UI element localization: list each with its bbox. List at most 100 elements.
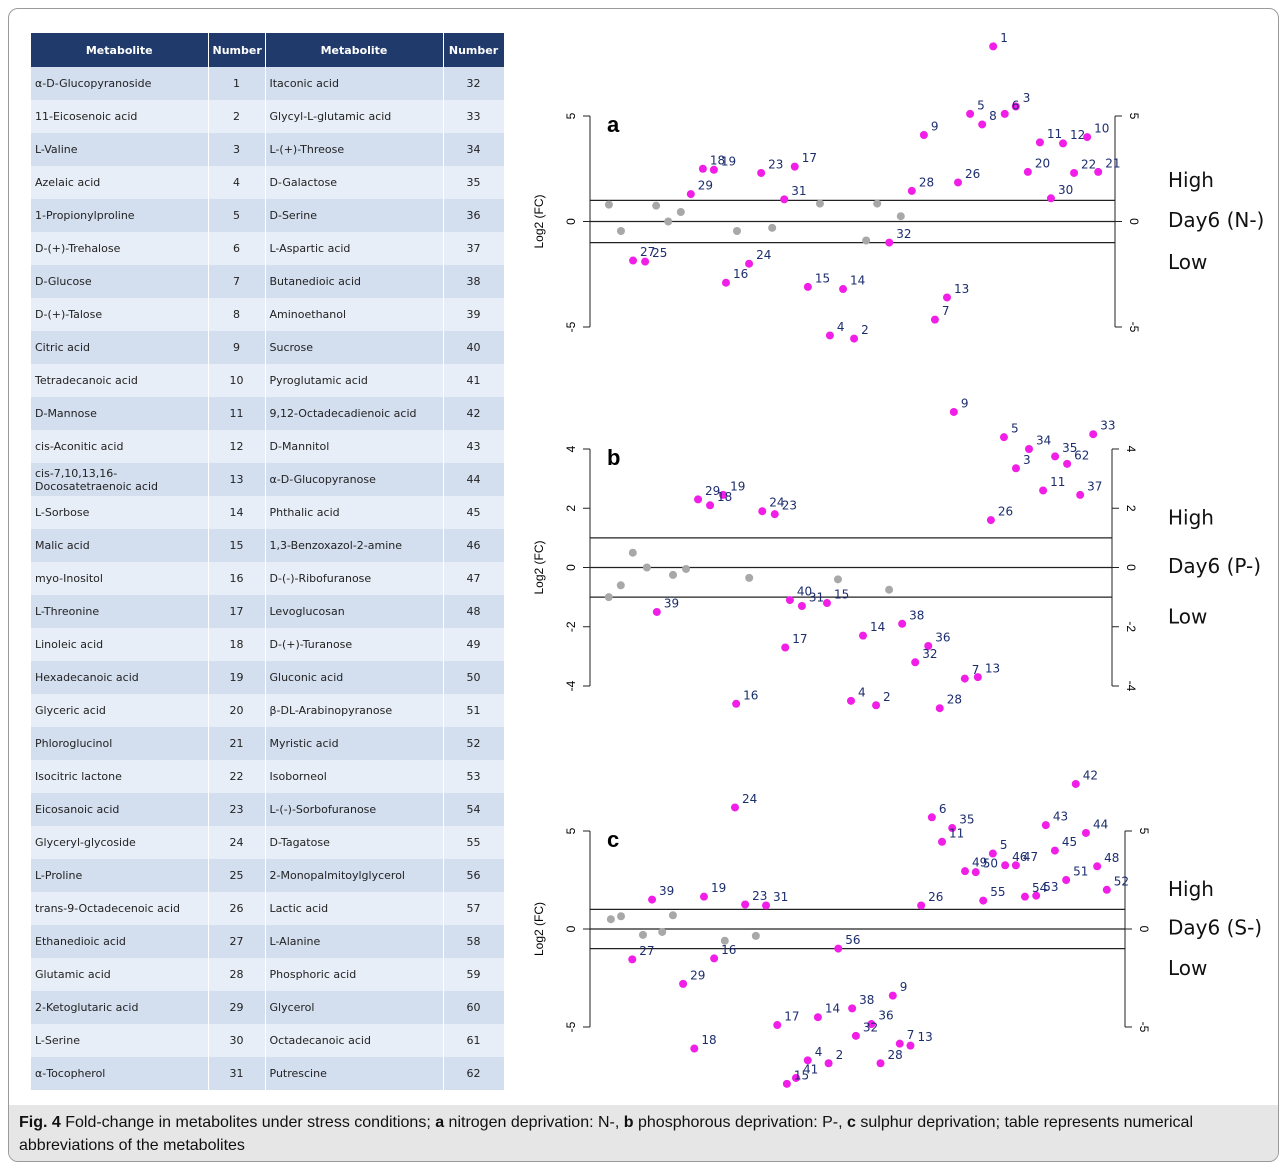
- data-point: [676, 208, 685, 217]
- metabolite-cell: L-Sorbose: [31, 496, 209, 529]
- data-point: [872, 701, 881, 710]
- metabolite-cell: Tetradecanoic acid: [31, 364, 209, 397]
- data-point: [1089, 430, 1098, 439]
- data-point: [973, 673, 982, 682]
- metabolite-cell: L-Valine: [31, 133, 209, 166]
- data-point: [758, 507, 767, 516]
- number-cell: 62: [443, 1057, 505, 1090]
- data-point: [834, 944, 843, 953]
- point-label: 24: [756, 248, 771, 262]
- header-cell: Metabolite: [265, 33, 444, 67]
- data-point: [822, 599, 831, 608]
- data-point: [873, 199, 882, 208]
- data-point: [988, 849, 997, 858]
- caption-text: a: [435, 1114, 445, 1131]
- table-row: D-(+)-Talose 8 Aminoethanol 39: [31, 298, 505, 331]
- y2-tick-label: 4: [1124, 446, 1138, 453]
- point-label: 45: [1062, 835, 1077, 849]
- data-point: [1083, 133, 1092, 142]
- data-point: [679, 979, 688, 988]
- table-row: Tetradecanoic acid 10 Pyroglutamic acid 41: [31, 364, 505, 397]
- table-row: L-Proline 25 2-Monopalmitoylglycerol 56: [31, 859, 505, 892]
- header-cell: Number: [208, 33, 266, 67]
- data-point: [1000, 109, 1009, 118]
- number-cell: 61: [443, 1024, 505, 1057]
- point-label: 46: [1012, 850, 1027, 864]
- number-cell: 4: [208, 166, 266, 199]
- point-label: 16: [721, 943, 736, 957]
- number-cell: 18: [208, 628, 266, 661]
- point-label: 35: [959, 813, 974, 827]
- number-cell: 3: [208, 133, 266, 166]
- table-row: α-D-Glucopyranoside 1 Itaconic acid 32: [31, 67, 505, 100]
- data-point: [966, 109, 975, 118]
- data-point: [979, 896, 988, 905]
- point-label: 32: [922, 647, 937, 661]
- number-cell: 24: [208, 826, 266, 859]
- metabolite-cell: Isocitric lactone: [31, 760, 209, 793]
- point-label: 38: [909, 608, 924, 622]
- side-annotation: Low: [1168, 956, 1207, 980]
- point-label: 24: [769, 496, 784, 510]
- data-point: [825, 331, 834, 340]
- y-tick-label: 4: [564, 445, 578, 452]
- data-point: [895, 1039, 904, 1048]
- y-axis-label: Log2 (FC): [532, 540, 546, 594]
- table-row: 2-Ketoglutaric acid 29 Glycerol 60: [31, 991, 505, 1024]
- data-point: [668, 570, 677, 579]
- header-cell: Number: [443, 33, 505, 67]
- table-row: Phloroglucinol 21 Myristic acid 52: [31, 727, 505, 760]
- table-row: D-Mannose 11 9,12-Octadecadienoic acid 42: [31, 397, 505, 430]
- data-point: [745, 259, 754, 268]
- point-label: 21: [1105, 156, 1120, 170]
- point-label: 11: [1047, 127, 1062, 141]
- data-point: [768, 223, 777, 232]
- point-label: 18: [717, 490, 732, 504]
- table-row: 1-Propionylproline 5 D-Serine 36: [31, 199, 505, 232]
- data-point: [733, 226, 741, 235]
- data-point: [917, 901, 926, 910]
- point-label: 32: [896, 227, 911, 241]
- data-point: [847, 696, 855, 705]
- metabolite-cell: Aminoethanol: [265, 298, 444, 331]
- point-label: 39: [664, 596, 679, 610]
- point-label: 49: [972, 856, 987, 870]
- data-point: [943, 293, 951, 302]
- point-label: 19: [730, 479, 745, 493]
- number-cell: 38: [443, 265, 505, 298]
- y-tick-label: 0: [564, 218, 578, 225]
- point-label: 62: [1074, 448, 1089, 462]
- data-point: [1035, 138, 1044, 147]
- point-label: 23: [752, 889, 767, 903]
- point-label: 5: [1000, 838, 1008, 852]
- number-cell: 13: [208, 463, 266, 496]
- metabolite-cell: Levoglucosan: [265, 595, 444, 628]
- panel-letter: a: [607, 112, 620, 137]
- data-point: [628, 548, 637, 557]
- point-label: 19: [721, 154, 736, 168]
- point-label: 27: [639, 944, 654, 958]
- data-point: [961, 867, 970, 876]
- data-point: [803, 1056, 812, 1065]
- number-cell: 40: [443, 331, 505, 364]
- metabolite-cell: Phosphoric acid: [265, 958, 444, 991]
- point-label: 42: [1083, 768, 1098, 782]
- data-point: [791, 1073, 800, 1082]
- number-cell: 23: [208, 793, 266, 826]
- point-label: 16: [733, 267, 748, 281]
- data-point: [745, 573, 754, 582]
- metabolite-cell: Butanedioic acid: [265, 265, 444, 298]
- point-label: 29: [690, 968, 705, 982]
- number-cell: 56: [443, 859, 505, 892]
- caption-text: Fold-change in metabolites under stress …: [60, 1114, 436, 1131]
- data-point: [1039, 486, 1048, 495]
- side-annotation: Low: [1168, 605, 1207, 629]
- metabolite-cell: trans-9-Octadecenoic acid: [31, 892, 209, 925]
- data-point: [949, 407, 958, 416]
- point-label: 15: [794, 1068, 809, 1082]
- metabolite-cell: L-(+)-Threose: [265, 133, 444, 166]
- data-point: [1046, 194, 1055, 203]
- y-tick-label: -5: [564, 1021, 578, 1032]
- side-annotation: Low: [1168, 250, 1207, 274]
